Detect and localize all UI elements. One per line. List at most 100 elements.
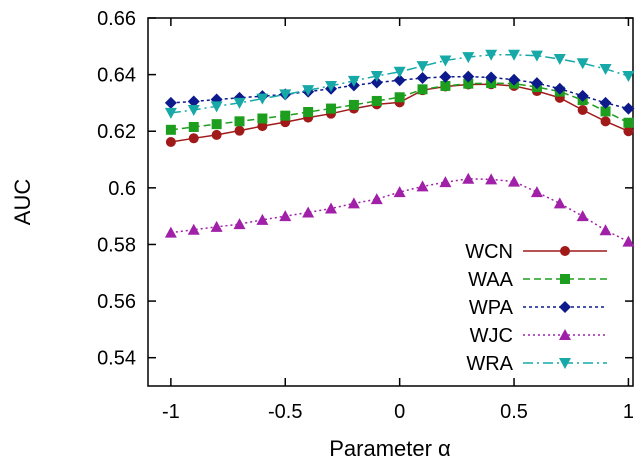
data-point-wcn <box>234 125 245 136</box>
x-tick-label: -1 <box>162 401 180 423</box>
legend-marker-wra <box>559 358 571 369</box>
data-point-waa <box>234 116 245 127</box>
legend-marker-wjc <box>559 329 571 340</box>
x-tick-label: 0.5 <box>500 401 528 423</box>
data-point-wpa <box>164 96 177 109</box>
data-point-wpa <box>576 89 589 102</box>
data-point-waa <box>326 103 337 114</box>
data-point-wra <box>347 75 360 87</box>
y-tick-label: 0.62 <box>97 121 136 143</box>
series-line-wjc <box>170 178 629 243</box>
data-point-waa <box>394 92 405 103</box>
data-point-wra <box>508 49 521 61</box>
data-point-wpa <box>553 82 566 95</box>
x-tick-label: 1 <box>623 401 634 423</box>
legend-entry-waa: WAA <box>468 269 607 291</box>
legend-marker-waa <box>560 274 570 284</box>
data-point-wra <box>233 97 246 109</box>
data-point-wpa <box>187 95 200 108</box>
data-point-wjc <box>485 173 498 185</box>
series-layer <box>164 49 635 247</box>
plot-frame <box>147 17 634 387</box>
tick-labels: -1 -0.5 0 0.5 1 0.54 0.56 0.58 0.6 0.62 0.64 0.66 <box>97 8 634 423</box>
series-line-wra <box>170 54 629 114</box>
data-point-wjc <box>508 175 521 187</box>
x-tick-label: 0 <box>394 401 405 423</box>
data-point-waa <box>303 106 314 117</box>
legend: WCN WAA WPA WJC WRA <box>465 241 607 375</box>
data-point-wjc <box>622 235 635 247</box>
data-point-wjc <box>439 176 452 188</box>
data-point-wra <box>462 52 475 64</box>
data-point-wra <box>485 49 498 61</box>
data-point-wcn <box>165 136 176 147</box>
legend-entry-wjc: WJC <box>470 325 607 347</box>
data-point-wpa <box>370 76 383 89</box>
data-point-wra <box>416 61 429 73</box>
data-point-wjc <box>370 193 383 205</box>
data-point-waa <box>348 99 359 110</box>
data-point-waa <box>623 117 634 128</box>
data-point-wjc <box>233 218 246 230</box>
y-tick-label: 0.64 <box>97 65 136 87</box>
data-point-wra <box>210 101 223 113</box>
data-point-wra <box>370 71 383 83</box>
data-point-waa <box>165 124 176 135</box>
data-point-wjc <box>416 180 429 192</box>
data-point-wjc <box>553 197 566 209</box>
legend-entry-wra: WRA <box>466 353 607 375</box>
data-point-waa <box>417 84 428 95</box>
data-point-wra <box>393 66 406 78</box>
data-point-wjc <box>393 186 406 198</box>
data-point-wcn <box>600 116 611 127</box>
legend-marker-wcn <box>560 246 570 256</box>
data-point-wpa <box>462 70 475 83</box>
x-tick-label: -0.5 <box>268 401 302 423</box>
data-point-wjc <box>347 197 360 209</box>
legend-label-wcn: WCN <box>465 241 513 263</box>
y-tick-label: 0.6 <box>108 178 136 200</box>
data-point-waa <box>440 80 451 91</box>
legend-label-wpa: WPA <box>469 297 514 319</box>
data-point-wpa <box>530 77 543 90</box>
data-point-wra <box>530 50 543 62</box>
data-point-waa <box>211 119 222 130</box>
data-point-wra <box>599 63 612 75</box>
data-point-wjc <box>599 224 612 236</box>
data-point-wcn <box>577 105 588 115</box>
data-point-wjc <box>256 213 269 225</box>
legend-label-wra: WRA <box>466 353 513 375</box>
data-point-waa <box>371 95 382 106</box>
legend-entry-wcn: WCN <box>465 241 607 263</box>
data-point-wra <box>622 71 635 83</box>
data-point-wra <box>256 93 269 105</box>
data-point-wcn <box>257 121 268 132</box>
data-point-wra <box>553 54 566 66</box>
data-point-wpa <box>485 71 498 84</box>
x-axis-label: Parameter α <box>329 436 451 461</box>
data-point-wpa <box>508 73 521 86</box>
data-point-wjc <box>462 172 475 184</box>
legend-entry-wpa: WPA <box>469 297 607 319</box>
data-point-wjc <box>279 210 292 222</box>
data-point-wra <box>164 107 177 119</box>
data-point-wjc <box>187 223 200 235</box>
data-point-waa <box>600 106 611 117</box>
data-point-wra <box>279 89 292 101</box>
data-point-waa <box>463 78 474 89</box>
data-point-wjc <box>164 226 177 238</box>
data-point-wra <box>439 55 452 67</box>
legend-marker-wpa <box>559 301 571 313</box>
data-point-wpa <box>439 70 452 83</box>
data-point-waa <box>188 121 199 132</box>
y-tick-label: 0.66 <box>97 8 136 30</box>
legend-label-waa: WAA <box>468 269 513 291</box>
series-wpa <box>164 70 635 115</box>
data-point-wpa <box>599 96 612 109</box>
data-point-wcn <box>188 133 199 144</box>
data-point-wpa <box>393 74 406 87</box>
data-point-waa <box>257 113 268 124</box>
data-point-wcn <box>211 129 222 140</box>
data-point-wra <box>302 85 315 97</box>
data-point-wjc <box>210 220 223 232</box>
